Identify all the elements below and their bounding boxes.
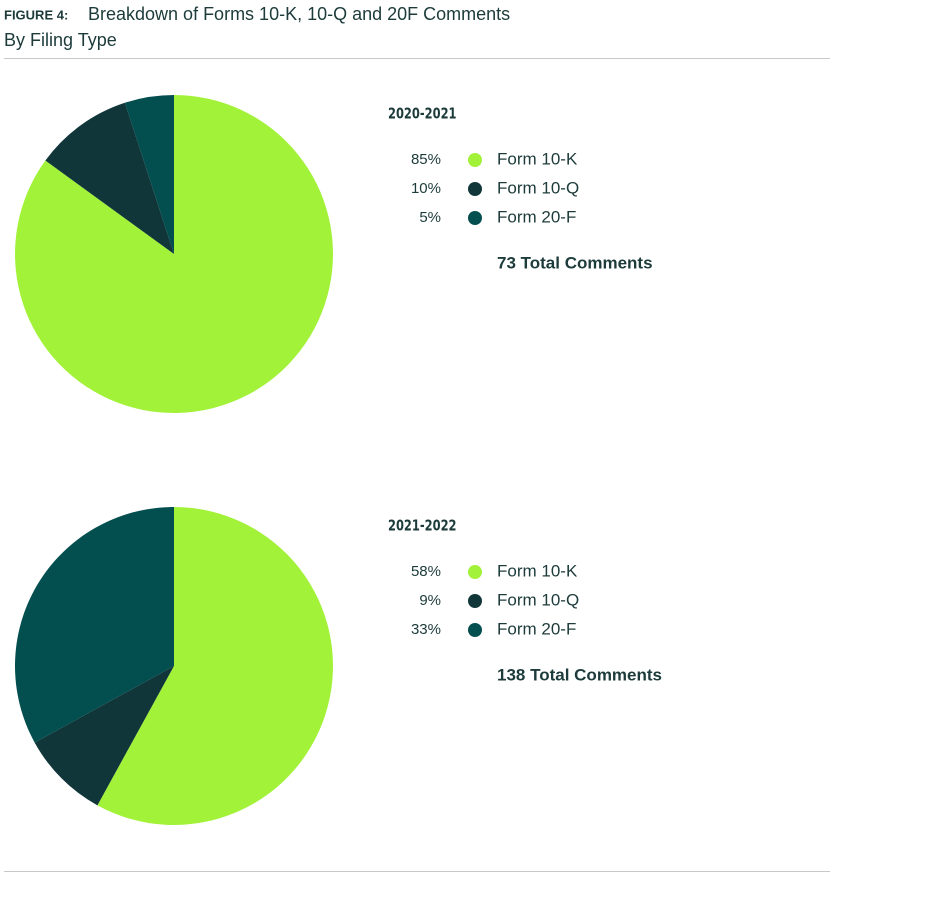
- figure-subtitle: By Filing Type: [4, 30, 117, 50]
- pie-slice: [34, 666, 174, 806]
- legend-label: Form 20-F: [497, 207, 576, 226]
- legend-swatch: [468, 182, 482, 196]
- value-label: 9%: [419, 592, 441, 609]
- pie-title: 2020-2021: [388, 105, 457, 122]
- legend-swatch: [468, 153, 482, 167]
- pie-slice: [124, 95, 174, 254]
- value-label: 10%: [411, 180, 441, 197]
- figure-title: Breakdown of Forms 10-K, 10-Q and 20F Co…: [88, 4, 510, 24]
- legend-label: Form 10-Q: [497, 590, 579, 609]
- figure-label: FIGURE 4:: [4, 7, 68, 22]
- legend-swatch: [468, 211, 482, 225]
- total-annotation: 138 Total Comments: [497, 665, 662, 684]
- legend-label: Form 10-K: [497, 149, 578, 168]
- pie-slice: [97, 507, 334, 826]
- pie-title: 2021-2022: [388, 517, 457, 534]
- pie-slice: [45, 102, 174, 254]
- legend-swatch: [468, 623, 482, 637]
- value-label: 58%: [411, 563, 441, 580]
- legend-swatch: [468, 594, 482, 608]
- pie-slice: [15, 507, 175, 743]
- value-label: 85%: [411, 151, 441, 168]
- legend-label: Form 20-F: [497, 619, 576, 638]
- pie-slice: [14, 95, 334, 413]
- total-annotation: 73 Total Comments: [497, 253, 653, 272]
- value-label: 5%: [419, 209, 441, 226]
- legend-label: Form 10-Q: [497, 178, 579, 197]
- value-label: 33%: [411, 621, 441, 638]
- legend-swatch: [468, 565, 482, 579]
- legend-label: Form 10-K: [497, 561, 578, 580]
